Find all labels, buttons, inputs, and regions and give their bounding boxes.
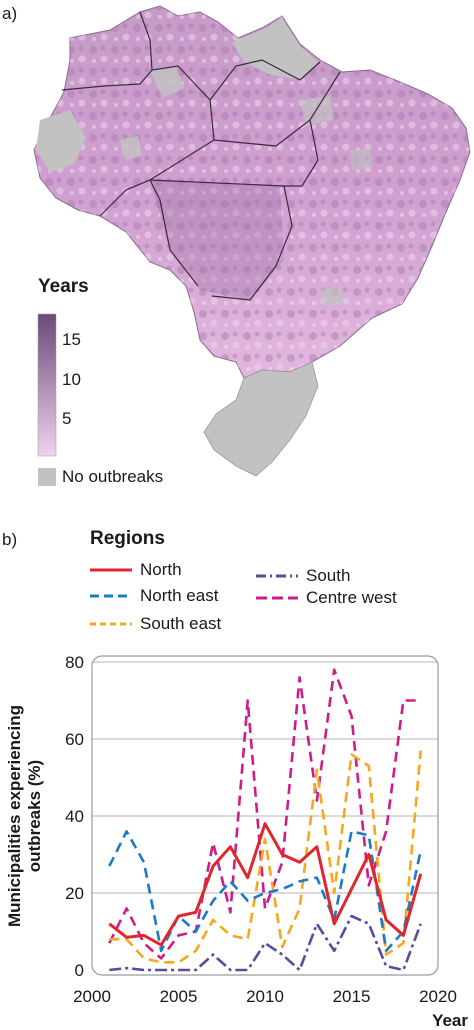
legend-swatch-north — [90, 568, 132, 572]
brazil-outbreak-map — [33, 5, 471, 486]
legend-label-north-east: North east — [140, 586, 219, 605]
colorbar-tick-10: 10 — [62, 370, 81, 389]
plot-frame — [91, 655, 439, 976]
legend-label-south-east: South east — [140, 614, 222, 633]
legend-swatch-south — [256, 574, 298, 578]
legend-swatch-south-east — [90, 622, 132, 626]
legend-swatch-north-east — [90, 594, 132, 598]
y-axis-label-line1: Municipalities experiencing — [5, 705, 24, 927]
series-line-south — [109, 914, 422, 972]
series-line-south-east — [109, 750, 422, 964]
map-no-outbreak-south — [203, 361, 319, 477]
series-line-north-east — [108, 830, 422, 953]
x-axis-label: Year — [432, 1011, 468, 1030]
y-tick-label-20: 20 — [65, 884, 84, 903]
map-no-outbreak-north — [232, 18, 318, 80]
legend-item-centre-west: Centre west — [256, 588, 397, 608]
y-tick-label-0: 0 — [75, 961, 84, 980]
map-legend-title: Years — [38, 276, 89, 297]
no-outbreak-label: No outbreaks — [62, 467, 164, 486]
x-tick-label-2015: 2015 — [333, 987, 371, 1006]
panel-a-label: a) — [2, 4, 18, 23]
y-tick-label-60: 60 — [65, 730, 84, 749]
legend-label-south: South — [306, 566, 351, 585]
y-tick-label-40: 40 — [65, 807, 84, 826]
panel-b-label: b) — [2, 530, 18, 549]
series-line-centre-west — [108, 668, 421, 960]
legend-label-north: North — [140, 560, 182, 579]
x-tick-label-2005: 2005 — [160, 987, 198, 1006]
series-line-north — [108, 822, 423, 947]
outbreak-line-chart: 0 20 40 60 80 2000 2005 2010 2015 2020 Municipali… — [5, 653, 468, 1030]
no-outbreak-swatch — [38, 468, 56, 486]
regions-legend-title: Regions — [90, 528, 165, 549]
legend-swatch-centre-west — [256, 596, 298, 600]
legend-label-centre-west: Centre west — [306, 588, 397, 607]
legend-item-north: North — [90, 560, 182, 580]
legend-item-north-east: North east — [90, 586, 218, 606]
colorbar — [37, 313, 57, 457]
x-tick-label-2010: 2010 — [246, 987, 284, 1006]
y-tick-label-80: 80 — [65, 653, 84, 672]
legend-item-south: South — [256, 566, 350, 586]
colorbar-tick-15: 15 — [62, 330, 81, 349]
map-no-outbreak-west — [36, 110, 86, 172]
colorbar-tick-5: 5 — [62, 409, 72, 428]
x-tick-label-2020: 2020 — [419, 987, 457, 1006]
y-axis-label-line2: outbreaks (%) — [25, 760, 44, 872]
x-tick-label-2000: 2000 — [73, 987, 111, 1006]
legend-item-south-east: South east — [90, 614, 221, 634]
